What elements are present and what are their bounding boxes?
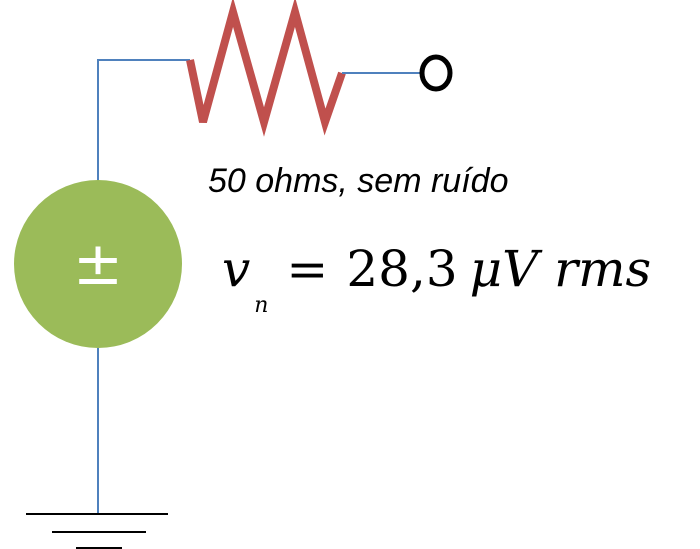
- equation-operator: =: [286, 240, 329, 298]
- equation-subscript: n: [254, 293, 269, 318]
- equation-value: 28,3: [346, 240, 458, 298]
- ground-icon: [26, 513, 168, 549]
- voltage-source-icon: [14, 180, 182, 348]
- plus-minus-symbol: ±: [72, 229, 124, 299]
- output-terminal-icon: [419, 54, 453, 92]
- top-wire: [97, 59, 190, 192]
- noise-voltage-equation: vn= 28,3 μV rms: [222, 244, 651, 317]
- equation-unit: μV: [469, 240, 539, 298]
- equation-variable: v: [222, 240, 251, 298]
- resistor-caption: 50 ohms, sem ruído: [208, 162, 509, 200]
- equation-suffix: rms: [554, 240, 652, 298]
- resistor-icon: [186, 0, 346, 137]
